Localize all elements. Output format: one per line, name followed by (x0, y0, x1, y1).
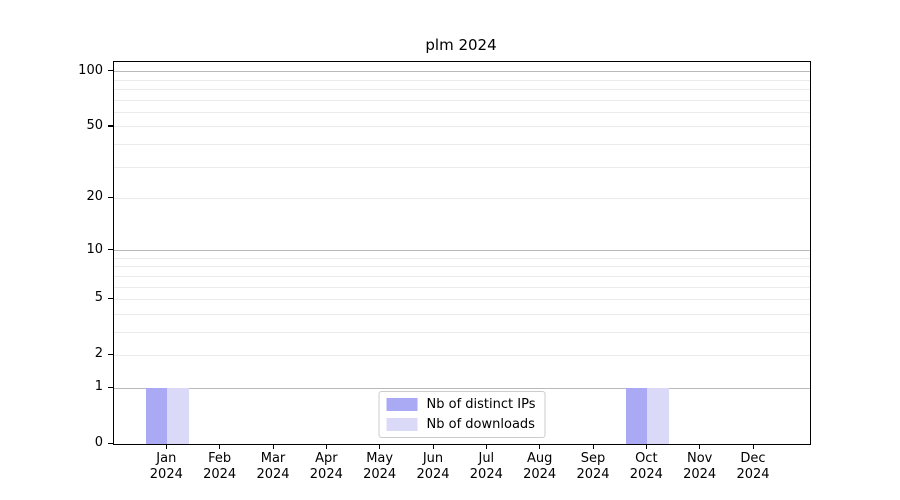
minor-gridline-y-70 (114, 99, 810, 101)
minor-gridline-y-50 (114, 126, 810, 128)
x-tick-month: Feb (208, 451, 232, 466)
x-tick-mark-jul (485, 444, 488, 449)
chart-title: plm 2024 (425, 36, 497, 54)
major-gridline-y-100 (114, 71, 810, 73)
y-tick-mark-1 (108, 386, 113, 388)
legend-entry-distinct-ips: Nb of distinct IPs (386, 397, 536, 412)
legend-label-distinct-ips: Nb of distinct IPs (426, 397, 536, 412)
x-tick-label-apr: Apr 2024 (294, 451, 358, 483)
bar-oct-downloads (647, 388, 669, 444)
x-tick-label-nov: Nov 2024 (668, 451, 732, 483)
x-tick-year: 2024 (629, 467, 663, 482)
x-tick-mark-feb (219, 444, 221, 449)
x-tick-month: Sep (580, 451, 606, 466)
minor-gridline-y-40 (114, 143, 810, 145)
y-tick-label-0: 0 (94, 435, 103, 450)
y-tick-mark-50 (108, 125, 113, 127)
x-tick-year: 2024 (256, 467, 290, 482)
bar-jan-downloads (167, 388, 189, 444)
x-tick-label-oct: Oct 2024 (614, 451, 678, 483)
y-tick-label-20: 20 (86, 189, 103, 205)
minor-gridline-y-3 (114, 331, 810, 333)
x-tick-label-aug: Aug 2024 (508, 451, 572, 483)
legend: Nb of distinct IPs Nb of downloads (378, 391, 546, 438)
y-tick-label-50: 50 (86, 117, 103, 133)
y-tick-label-1: 1 (94, 379, 103, 395)
x-tick-month: Nov (686, 451, 713, 466)
x-tick-month: Oct (635, 451, 658, 466)
x-tick-year: 2024 (469, 467, 503, 482)
x-tick-label-mar: Mar 2024 (241, 451, 305, 483)
x-tick-year: 2024 (736, 467, 770, 482)
y-tick-mark-100 (108, 70, 113, 72)
bar-jan-distinct-ips (145, 388, 168, 444)
x-tick-label-jun: Jun 2024 (401, 451, 465, 483)
y-tick-label-10: 10 (86, 241, 103, 257)
x-tick-mark-sep (592, 444, 594, 449)
major-gridline-y-1 (114, 387, 810, 389)
x-tick-month: Aug (526, 451, 553, 466)
x-tick-label-sep: Sep 2024 (561, 451, 625, 483)
x-tick-month: May (366, 451, 394, 466)
minor-gridline-y-60 (114, 111, 810, 113)
plot-area: Nb of distinct IPs Nb of downloads (113, 61, 811, 445)
x-tick-month: Jan (156, 451, 177, 466)
minor-gridline-y-6 (114, 286, 810, 288)
y-tick-label-100: 100 (78, 62, 103, 78)
minor-gridline-y-2 (114, 354, 810, 356)
x-tick-mark-may (379, 444, 381, 449)
minor-gridline-y-90 (114, 79, 810, 81)
x-tick-year: 2024 (416, 467, 450, 482)
minor-gridline-y-4 (114, 313, 810, 315)
x-tick-label-feb: Feb 2024 (188, 451, 252, 483)
x-tick-label-may: May 2024 (348, 451, 412, 483)
x-tick-mark-dec (752, 444, 754, 449)
y-tick-mark-2 (108, 353, 113, 356)
x-tick-mark-jan (165, 444, 168, 449)
x-tick-month: Jul (478, 451, 495, 466)
minor-gridline-y-5 (114, 299, 810, 300)
x-tick-year: 2024 (203, 467, 237, 482)
minor-gridline-y-9 (114, 257, 810, 259)
x-tick-mark-nov (699, 444, 701, 449)
legend-label-downloads: Nb of downloads (426, 417, 535, 432)
x-tick-mark-apr (325, 444, 328, 449)
x-tick-year: 2024 (363, 467, 397, 482)
x-tick-mark-aug (539, 444, 541, 449)
x-tick-month: Apr (315, 451, 338, 466)
legend-swatch-distinct-ips (386, 398, 418, 411)
x-tick-mark-oct (645, 444, 648, 449)
y-tick-mark-10 (108, 249, 113, 251)
x-tick-mark-mar (272, 444, 274, 449)
x-tick-year: 2024 (309, 467, 343, 482)
x-tick-label-jul: Jul 2024 (454, 451, 518, 483)
minor-gridline-y-80 (114, 89, 810, 91)
bar-oct-distinct-ips (625, 388, 648, 444)
y-tick-mark-5 (108, 297, 113, 300)
x-tick-year: 2024 (149, 467, 183, 482)
minor-gridline-y-30 (114, 166, 810, 168)
x-tick-month: Dec (740, 451, 766, 466)
y-tick-label-2: 2 (94, 346, 103, 362)
x-tick-label-jan: Jan 2024 (134, 451, 198, 483)
x-tick-label-dec: Dec 2024 (721, 451, 785, 483)
minor-gridline-y-20 (114, 197, 810, 199)
x-tick-year: 2024 (523, 467, 557, 482)
major-gridline-y-10 (114, 250, 810, 252)
x-tick-month: Mar (260, 451, 286, 466)
x-tick-mark-jun (432, 444, 434, 449)
legend-swatch-downloads (386, 418, 418, 431)
x-tick-year: 2024 (683, 467, 717, 482)
y-tick-label-5: 5 (94, 290, 103, 306)
x-tick-year: 2024 (576, 467, 610, 482)
y-tick-mark-20 (108, 196, 113, 199)
y-tick-mark-0 (108, 442, 113, 444)
minor-gridline-y-7 (114, 275, 810, 277)
legend-entry-downloads: Nb of downloads (386, 417, 536, 432)
x-tick-month: Jun (422, 451, 444, 466)
minor-gridline-y-8 (114, 266, 810, 268)
